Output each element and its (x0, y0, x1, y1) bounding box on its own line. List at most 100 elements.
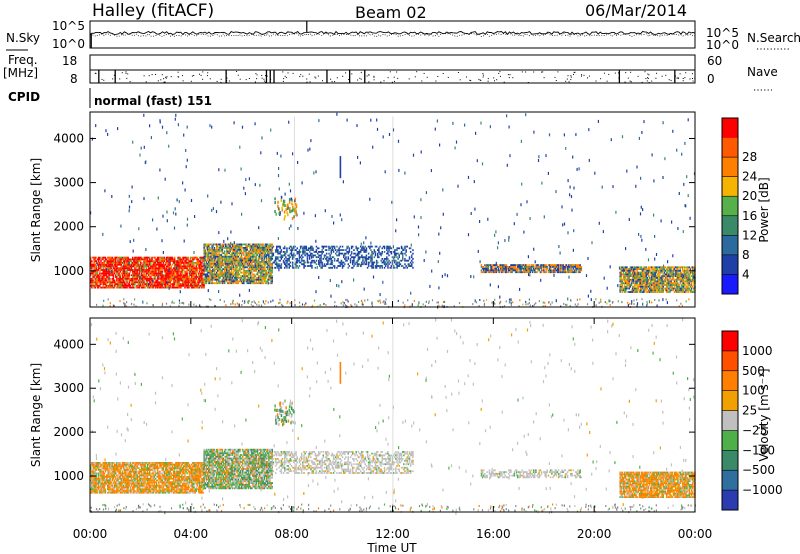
range-time-cell (215, 261, 218, 263)
range-time-cell (255, 257, 258, 260)
nave-point (606, 80, 608, 82)
range-time-cell (225, 243, 227, 246)
range-time-cell (228, 280, 230, 283)
range-time-cell (162, 286, 165, 289)
range-time-cell (398, 256, 400, 259)
range-time-cell (671, 289, 674, 292)
range-time-cell (331, 259, 334, 262)
range-time-cell (97, 284, 100, 287)
range-time-cell (232, 248, 235, 251)
range-time-cell (639, 268, 642, 270)
range-time-cell (352, 259, 354, 262)
nave-point (493, 77, 495, 79)
noise-tick-low-right: 10^0 (706, 38, 739, 52)
range-time-cell (540, 271, 543, 274)
range-time-cell (271, 278, 273, 281)
range-time-cell (252, 252, 254, 255)
range-time-cell (175, 281, 177, 284)
range-time-cell (688, 280, 691, 283)
range-time-cell (644, 280, 646, 283)
range-time-cell (256, 266, 259, 269)
range-time-cell (208, 269, 210, 272)
range-time-cell (166, 286, 168, 289)
range-time-cell (627, 280, 629, 283)
range-time-cell (651, 277, 653, 279)
range-time-cell (664, 289, 667, 292)
range-time-cell (631, 269, 634, 272)
range-time-cell (242, 247, 244, 249)
range-time-cell (179, 276, 182, 278)
range-time-cell (644, 287, 646, 290)
range-time-cell (202, 260, 204, 262)
range-time-cell (257, 257, 260, 260)
range-time-cell (248, 254, 251, 256)
range-time-cell (209, 280, 211, 283)
range-time-cell (301, 245, 303, 248)
range-time-cell (271, 275, 273, 277)
range-time-cell (221, 257, 224, 260)
range-time-cell (177, 270, 179, 273)
range-time-cell (220, 254, 222, 256)
range-time-cell (111, 256, 114, 259)
range-time-cell (194, 270, 196, 273)
range-time-cell (215, 245, 218, 247)
range-time-cell (251, 266, 253, 269)
range-time-cell (191, 279, 193, 282)
range-time-cell (208, 248, 210, 251)
range-time-cell (211, 252, 213, 255)
range-time-cell (239, 245, 242, 247)
range-time-cell (132, 283, 134, 285)
nave-point (637, 75, 639, 77)
nave-point (155, 74, 156, 75)
range-time-cell (261, 243, 263, 246)
range-time-cell (361, 261, 363, 264)
range-time-cell (146, 262, 149, 264)
range-time-cell (303, 261, 305, 264)
range-time-cell (380, 259, 382, 262)
range-time-cell (364, 256, 366, 259)
range-time-cell (217, 273, 219, 276)
range-time-cell (92, 256, 94, 259)
range-time-cell (158, 277, 160, 280)
range-time-cell (245, 247, 247, 249)
range-time-cell (223, 261, 226, 263)
range-time-cell (677, 275, 679, 277)
range-time-cell (484, 264, 486, 266)
range-time-cell (107, 263, 109, 266)
range-time-cell (180, 270, 183, 273)
nsearch-label: N.Search (747, 31, 800, 45)
range-time-cell (105, 276, 108, 278)
range-time-cell (261, 277, 263, 279)
range-time-cell (205, 252, 208, 255)
range-time-cell (212, 273, 214, 276)
range-time-cell (139, 270, 142, 273)
range-time-cell (626, 278, 628, 281)
range-time-cell (200, 267, 202, 270)
range-time-cell (149, 260, 151, 262)
range-time-cell (381, 251, 383, 253)
range-time-cell (192, 279, 194, 282)
range-time-cell (119, 279, 121, 282)
range-time-cell (234, 252, 236, 255)
range-time-cell (295, 263, 297, 266)
range-time-cell (286, 249, 288, 251)
range-time-cell (657, 269, 660, 272)
range-time-cell (141, 267, 143, 270)
range-time-cell (520, 266, 522, 268)
range-time-cell (314, 261, 317, 264)
range-time-cell (197, 263, 200, 266)
range-time-cell (622, 273, 625, 276)
range-time-cell (672, 273, 675, 276)
range-time-cell (532, 266, 535, 268)
range-time-cell (134, 267, 136, 270)
range-time-cell (118, 267, 120, 270)
nave-point (126, 77, 128, 79)
range-time-cell (229, 268, 231, 270)
range-time-cell (625, 287, 627, 290)
range-time-cell (263, 252, 266, 255)
nave-point (112, 78, 114, 80)
range-time-cell (563, 271, 565, 274)
range-time-cell (639, 289, 642, 292)
range-time-cell (678, 269, 680, 272)
range-time-cell (308, 254, 311, 257)
